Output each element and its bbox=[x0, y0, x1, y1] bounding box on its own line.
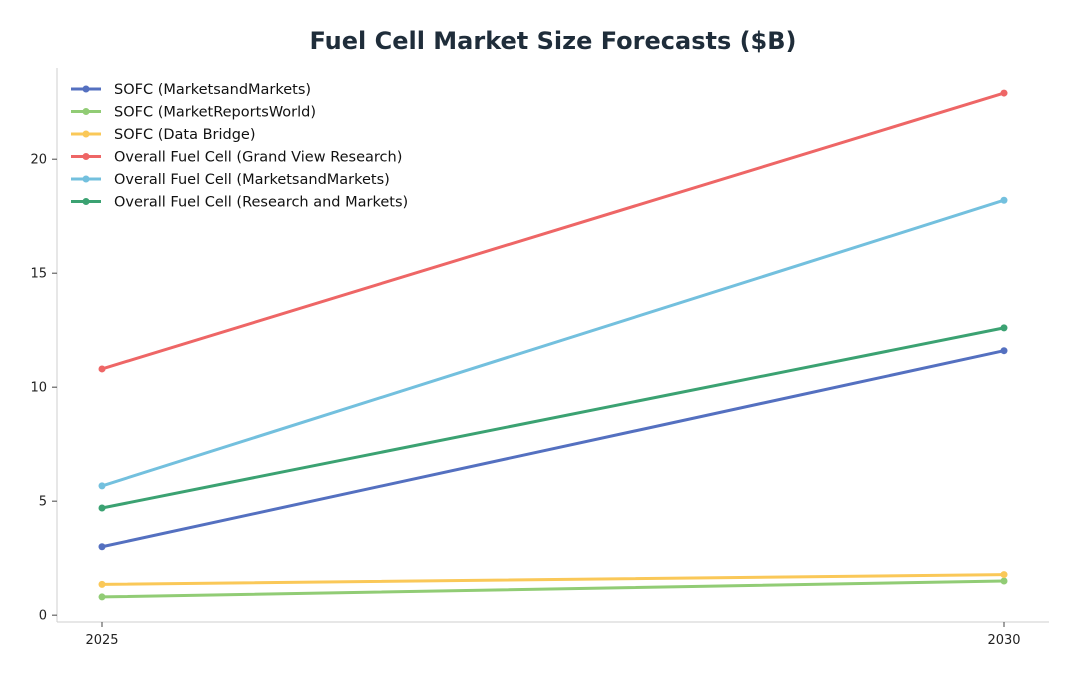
legend-label: SOFC (Data Bridge) bbox=[114, 127, 256, 143]
legend: SOFC (MarketsandMarkets) SOFC (MarketRepo… bbox=[71, 82, 408, 211]
y-tick-label: 10 bbox=[30, 381, 47, 396]
series-line bbox=[100, 349, 1006, 549]
data-point bbox=[98, 593, 106, 601]
legend-item: Overall Fuel Cell (Research and Markets) bbox=[71, 195, 408, 211]
legend-swatch-marker bbox=[82, 175, 90, 183]
legend-item: Overall Fuel Cell (Grand View Research) bbox=[71, 150, 402, 166]
data-point bbox=[98, 504, 106, 512]
legend-item: Overall Fuel Cell (MarketsandMarkets) bbox=[71, 172, 390, 188]
legend-label: Overall Fuel Cell (MarketsandMarkets) bbox=[114, 172, 390, 188]
series-line bbox=[100, 91, 1006, 371]
series-1 bbox=[98, 347, 1008, 551]
y-tick-label: 0 bbox=[39, 609, 47, 624]
y-axis-ticks: 0 5 10 15 20 bbox=[30, 153, 57, 624]
legend-item: SOFC (MarketReportsWorld) bbox=[71, 105, 316, 121]
data-point bbox=[1000, 577, 1008, 585]
legend-item: SOFC (MarketsandMarkets) bbox=[71, 82, 311, 98]
series-line bbox=[100, 198, 1006, 488]
data-point bbox=[1000, 571, 1008, 579]
x-tick-label: 2030 bbox=[987, 633, 1020, 648]
data-point bbox=[1000, 196, 1008, 204]
data-point bbox=[98, 580, 106, 588]
series-2 bbox=[98, 577, 1008, 601]
legend-swatch-marker bbox=[82, 153, 90, 160]
legend-label: SOFC (MarketsandMarkets) bbox=[114, 82, 311, 98]
y-tick-label: 5 bbox=[39, 495, 47, 510]
y-tick-label: 15 bbox=[30, 267, 47, 282]
series-line bbox=[100, 579, 1006, 599]
y-tick-label: 20 bbox=[30, 153, 47, 168]
chart-title: Fuel Cell Market Size Forecasts ($B) bbox=[309, 27, 796, 55]
legend-label: SOFC (MarketReportsWorld) bbox=[114, 105, 316, 121]
data-point bbox=[98, 365, 106, 373]
series-3 bbox=[98, 571, 1008, 588]
x-tick-label: 2025 bbox=[85, 633, 118, 648]
legend-swatch-marker bbox=[82, 85, 90, 93]
data-point bbox=[1000, 89, 1008, 97]
legend-swatch-marker bbox=[82, 130, 90, 138]
data-point bbox=[1000, 324, 1008, 332]
legend-swatch-marker bbox=[82, 108, 90, 115]
data-point bbox=[1000, 347, 1008, 355]
series-line bbox=[100, 326, 1006, 510]
data-point bbox=[98, 482, 106, 490]
series-6 bbox=[98, 324, 1008, 512]
series-line bbox=[100, 573, 1006, 586]
series-5 bbox=[98, 196, 1008, 490]
legend-item: SOFC (Data Bridge) bbox=[71, 127, 256, 143]
data-point bbox=[98, 543, 106, 551]
legend-swatch-marker bbox=[82, 198, 90, 205]
x-axis-ticks: 2025 2030 bbox=[85, 622, 1021, 648]
legend-label: Overall Fuel Cell (Research and Markets) bbox=[114, 195, 408, 211]
legend-label: Overall Fuel Cell (Grand View Research) bbox=[114, 150, 402, 166]
series-lines bbox=[98, 89, 1008, 601]
series-4 bbox=[98, 89, 1008, 373]
axes bbox=[56, 68, 1049, 623]
